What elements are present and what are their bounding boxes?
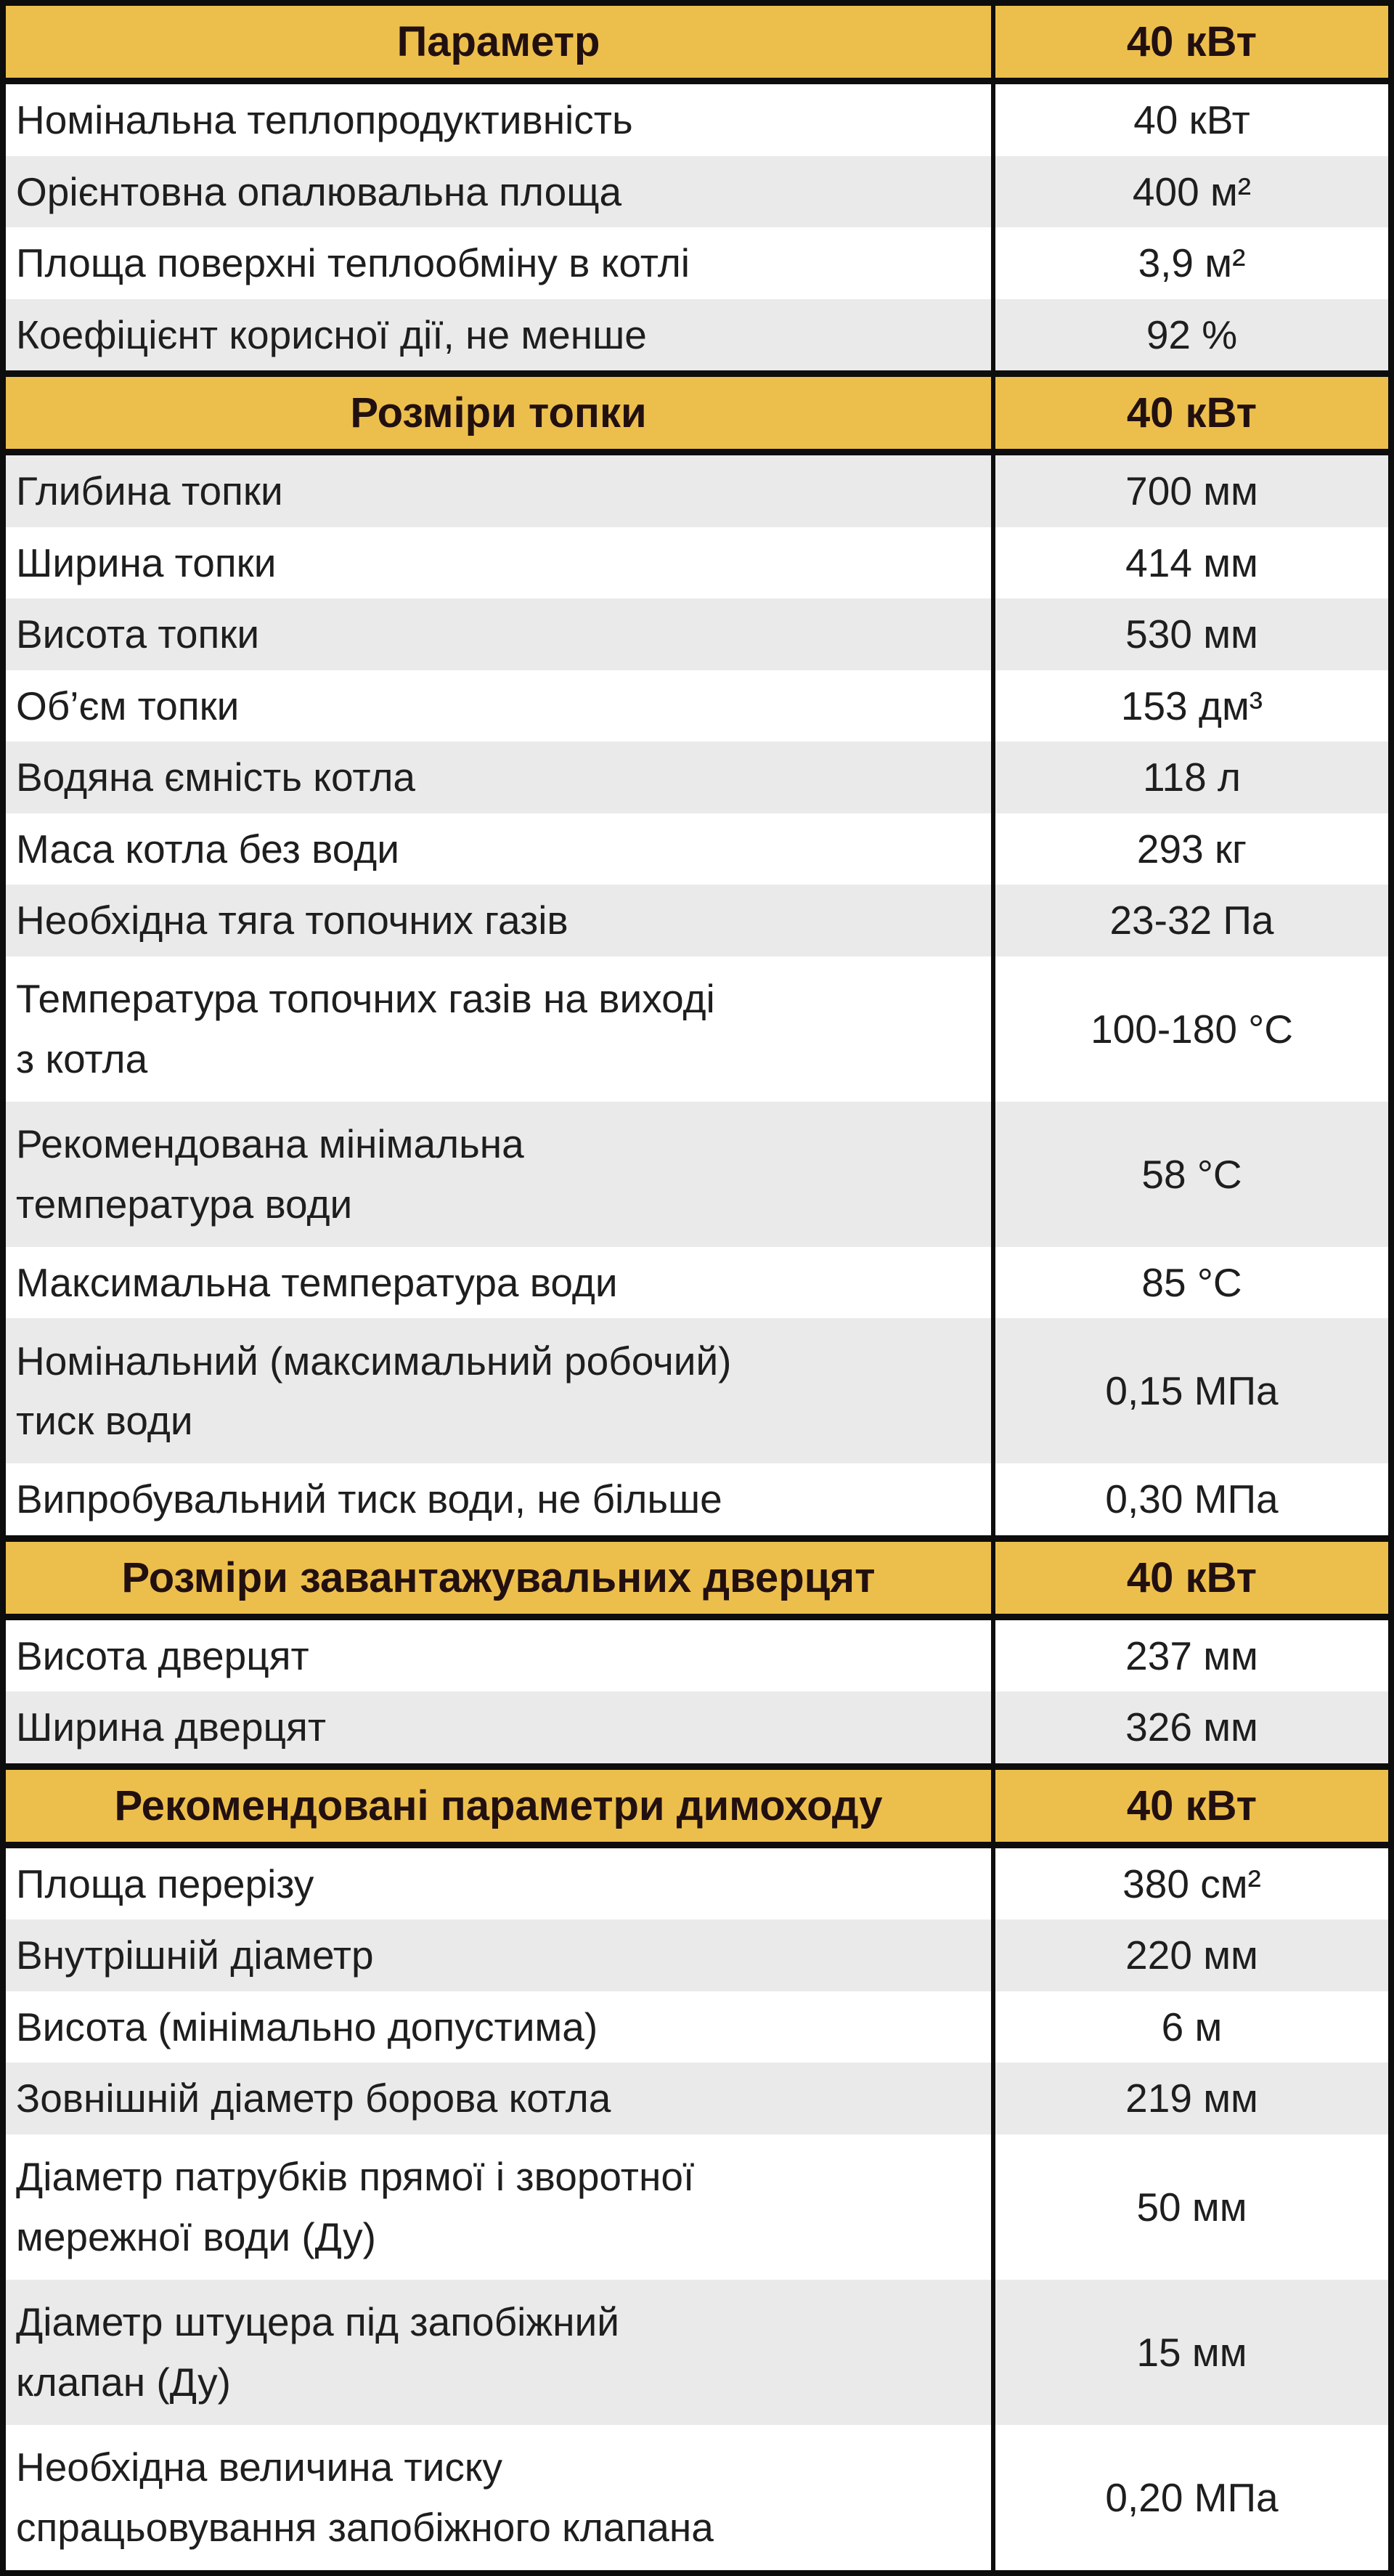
table-row: Глибина топки 700 мм [6, 455, 1388, 527]
section-power-value: 40 кВт [995, 1769, 1388, 1842]
param-value: 153 дм³ [1120, 683, 1263, 728]
section-header-row: Розміри топки 40 кВт [6, 370, 1388, 455]
section-power-value: 40 кВт [995, 6, 1388, 78]
param-name: Площа поверхні теплообміну в котлі [6, 227, 995, 299]
table-row: Ширина дверцят 326 мм [6, 1691, 1388, 1763]
param-value: 40 кВт [1133, 97, 1250, 143]
section-power-value: 40 кВт [995, 377, 1388, 449]
param-name: Висота топки [6, 598, 995, 670]
section-header-row: Параметр 40 кВт [6, 6, 1388, 84]
section-title: Розміри топки [6, 377, 995, 449]
param-name: Рекомендована мінімальна температура вод… [6, 1101, 995, 1247]
table-row: Висота (мінімально допустима) 6 м [6, 1991, 1388, 2063]
param-name: Висота (мінімально допустима) [6, 1991, 995, 2063]
table-row: Максимальна температура води 85 °C [6, 1246, 1388, 1318]
param-value: 58 °C [1141, 1151, 1242, 1197]
section-title: Рекомендовані параметри димоходу [6, 1769, 995, 1842]
table-row: Внутрішній діаметр 220 мм [6, 1919, 1388, 1991]
table-row: Діаметр патрубків прямої і зворотної мер… [6, 2134, 1388, 2280]
table-row: Температура топочних газів на виході з к… [6, 956, 1388, 1102]
param-name: Висота дверцят [6, 1620, 995, 1691]
param-value: 237 мм [1125, 1633, 1258, 1678]
param-name: Номінальна теплопродуктивність [6, 84, 995, 156]
param-name: Коефіцієнт корисної дії, не менше [6, 298, 995, 370]
param-value: 100-180 °C [1091, 1006, 1293, 1052]
param-value: 700 мм [1125, 468, 1258, 514]
param-value: 6 м [1161, 2004, 1223, 2049]
param-name: Орієнтовна опалювальна площа [6, 155, 995, 227]
param-name: Діаметр патрубків прямої і зворотної мер… [6, 2134, 995, 2280]
table-row: Необхідна величина тиску спрацьовування … [6, 2424, 1388, 2570]
table-row: Площа поверхні теплообміну в котлі 3,9 м… [6, 227, 1388, 299]
param-name: Необхідна величина тиску спрацьовування … [6, 2424, 995, 2570]
param-value: 3,9 м² [1138, 240, 1246, 286]
table-row: Орієнтовна опалювальна площа 400 м² [6, 155, 1388, 227]
table-row: Коефіцієнт корисної дії, не менше 92 % [6, 298, 1388, 370]
param-value: 326 мм [1125, 1705, 1258, 1750]
param-name: Ширина топки [6, 527, 995, 598]
param-value: 220 мм [1125, 1933, 1258, 1978]
param-name: Температура топочних газів на виході з к… [6, 956, 995, 1102]
param-value: 400 м² [1132, 168, 1252, 214]
param-value: 219 мм [1125, 2076, 1258, 2121]
param-name: Необхідна тяга топочних газів [6, 885, 995, 956]
section-power-value: 40 кВт [995, 1541, 1388, 1614]
table-row: Площа перерізу 380 см² [6, 1848, 1388, 1919]
section-header-row: Розміри завантажувальних дверцят 40 кВт [6, 1535, 1388, 1620]
param-name: Максимальна температура води [6, 1246, 995, 1318]
param-name: Площа перерізу [6, 1848, 995, 1919]
table-row: Номінальний (максимальний робочий) тиск … [6, 1318, 1388, 1463]
param-name: Глибина топки [6, 455, 995, 527]
table-row: Висота дверцят 237 мм [6, 1620, 1388, 1691]
param-name: Внутрішній діаметр [6, 1919, 995, 1991]
section-title: Параметр [6, 6, 995, 78]
param-value: 0,30 МПа [1105, 1476, 1279, 1522]
table-row: Ширина топки 414 мм [6, 527, 1388, 598]
param-value: 50 мм [1136, 2184, 1247, 2230]
table-row: Зовнішній діаметр борова котла 219 мм [6, 2063, 1388, 2134]
param-name: Зовнішній діаметр борова котла [6, 2063, 995, 2134]
param-value: 380 см² [1122, 1861, 1261, 1906]
param-name: Номінальний (максимальний робочий) тиск … [6, 1318, 995, 1463]
param-name: Маса котла без води [6, 813, 995, 885]
param-name: Діаметр штуцера під запобіжний клапан (Д… [6, 2279, 995, 2425]
param-name: Ширина дверцят [6, 1691, 995, 1763]
param-name: Водяна ємність котла [6, 741, 995, 813]
table-row: Маса котла без води 293 кг [6, 813, 1388, 885]
section-header-row: Рекомендовані параметри димоходу 40 кВт [6, 1763, 1388, 1848]
param-name: Випробувальний тиск води, не більше [6, 1463, 995, 1535]
table-row: Водяна ємність котла 118 л [6, 741, 1388, 813]
table-row: Номінальна теплопродуктивність 40 кВт [6, 84, 1388, 156]
table-row: Висота топки 530 мм [6, 598, 1388, 670]
param-value: 85 °C [1141, 1259, 1242, 1305]
param-value: 530 мм [1125, 612, 1258, 657]
param-value: 118 л [1142, 755, 1242, 800]
table-row: Рекомендована мінімальна температура вод… [6, 1101, 1388, 1247]
table-row: Необхідна тяга топочних газів 23-32 Па [6, 885, 1388, 956]
param-name: Об’єм топки [6, 670, 995, 741]
param-value: 0,15 МПа [1105, 1368, 1279, 1413]
param-value: 92 % [1146, 312, 1238, 357]
param-value: 0,20 МПа [1105, 2474, 1279, 2520]
param-value: 15 мм [1136, 2329, 1247, 2375]
param-value: 23-32 Па [1109, 898, 1274, 943]
table-row: Об’єм топки 153 дм³ [6, 670, 1388, 741]
table-row: Діаметр штуцера під запобіжний клапан (Д… [6, 2279, 1388, 2425]
param-value: 414 мм [1125, 540, 1258, 585]
table-row: Випробувальний тиск води, не більше 0,30… [6, 1463, 1388, 1535]
section-title: Розміри завантажувальних дверцят [6, 1541, 995, 1614]
param-value: 293 кг [1136, 826, 1247, 871]
